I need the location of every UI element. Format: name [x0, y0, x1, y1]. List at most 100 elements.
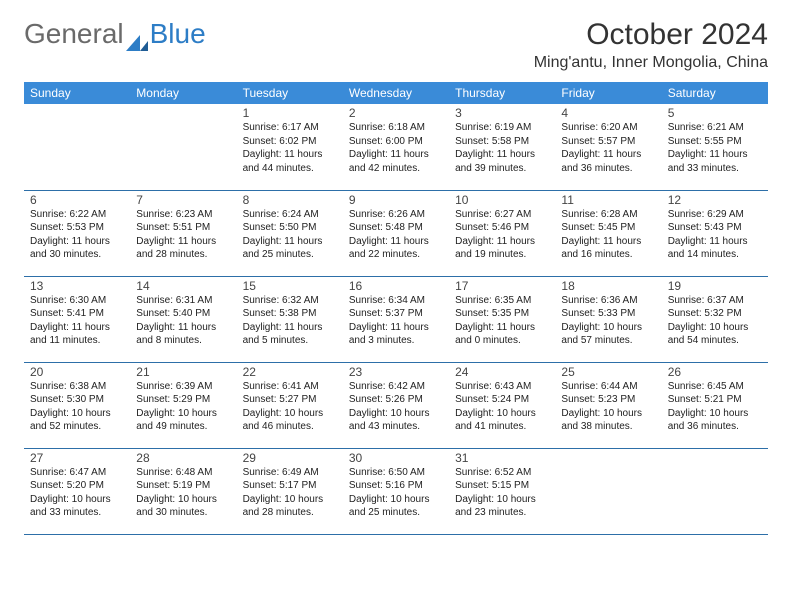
day-info: Sunrise: 6:28 AMSunset: 5:45 PMDaylight:…: [561, 208, 655, 262]
day-number: 8: [243, 193, 337, 207]
calendar-empty-cell: [555, 448, 661, 534]
day-number: 20: [30, 365, 124, 379]
day-info: Sunrise: 6:52 AMSunset: 5:15 PMDaylight:…: [455, 466, 549, 520]
weekday-header: Monday: [130, 82, 236, 104]
day-info: Sunrise: 6:47 AMSunset: 5:20 PMDaylight:…: [30, 466, 124, 520]
day-number: 24: [455, 365, 549, 379]
day-info: Sunrise: 6:38 AMSunset: 5:30 PMDaylight:…: [30, 380, 124, 434]
day-number: 31: [455, 451, 549, 465]
calendar-day-cell: 8Sunrise: 6:24 AMSunset: 5:50 PMDaylight…: [237, 190, 343, 276]
calendar-day-cell: 13Sunrise: 6:30 AMSunset: 5:41 PMDayligh…: [24, 276, 130, 362]
day-info: Sunrise: 6:39 AMSunset: 5:29 PMDaylight:…: [136, 380, 230, 434]
day-info: Sunrise: 6:29 AMSunset: 5:43 PMDaylight:…: [668, 208, 762, 262]
calendar-day-cell: 5Sunrise: 6:21 AMSunset: 5:55 PMDaylight…: [662, 104, 768, 190]
calendar-day-cell: 30Sunrise: 6:50 AMSunset: 5:16 PMDayligh…: [343, 448, 449, 534]
calendar-day-cell: 19Sunrise: 6:37 AMSunset: 5:32 PMDayligh…: [662, 276, 768, 362]
logo-text-blue: Blue: [150, 18, 206, 50]
day-number: 23: [349, 365, 443, 379]
day-number: 19: [668, 279, 762, 293]
day-info: Sunrise: 6:36 AMSunset: 5:33 PMDaylight:…: [561, 294, 655, 348]
calendar-day-cell: 12Sunrise: 6:29 AMSunset: 5:43 PMDayligh…: [662, 190, 768, 276]
day-number: 5: [668, 106, 762, 120]
day-info: Sunrise: 6:50 AMSunset: 5:16 PMDaylight:…: [349, 466, 443, 520]
day-number: 25: [561, 365, 655, 379]
day-number: 18: [561, 279, 655, 293]
day-number: 13: [30, 279, 124, 293]
day-number: 29: [243, 451, 337, 465]
calendar-day-cell: 24Sunrise: 6:43 AMSunset: 5:24 PMDayligh…: [449, 362, 555, 448]
calendar-day-cell: 18Sunrise: 6:36 AMSunset: 5:33 PMDayligh…: [555, 276, 661, 362]
day-info: Sunrise: 6:26 AMSunset: 5:48 PMDaylight:…: [349, 208, 443, 262]
logo: General Blue: [24, 18, 206, 50]
day-info: Sunrise: 6:30 AMSunset: 5:41 PMDaylight:…: [30, 294, 124, 348]
weekday-header: Tuesday: [237, 82, 343, 104]
day-number: 1: [243, 106, 337, 120]
calendar-row: 1Sunrise: 6:17 AMSunset: 6:02 PMDaylight…: [24, 104, 768, 190]
day-number: 12: [668, 193, 762, 207]
calendar-row: 6Sunrise: 6:22 AMSunset: 5:53 PMDaylight…: [24, 190, 768, 276]
day-number: 6: [30, 193, 124, 207]
calendar-day-cell: 11Sunrise: 6:28 AMSunset: 5:45 PMDayligh…: [555, 190, 661, 276]
day-number: 26: [668, 365, 762, 379]
calendar-day-cell: 21Sunrise: 6:39 AMSunset: 5:29 PMDayligh…: [130, 362, 236, 448]
calendar-day-cell: 28Sunrise: 6:48 AMSunset: 5:19 PMDayligh…: [130, 448, 236, 534]
day-number: 14: [136, 279, 230, 293]
calendar-empty-cell: [130, 104, 236, 190]
weekday-header: Wednesday: [343, 82, 449, 104]
day-info: Sunrise: 6:21 AMSunset: 5:55 PMDaylight:…: [668, 121, 762, 175]
calendar-empty-cell: [662, 448, 768, 534]
page-title: October 2024: [534, 18, 768, 52]
calendar-day-cell: 7Sunrise: 6:23 AMSunset: 5:51 PMDaylight…: [130, 190, 236, 276]
day-number: 4: [561, 106, 655, 120]
day-info: Sunrise: 6:24 AMSunset: 5:50 PMDaylight:…: [243, 208, 337, 262]
calendar-day-cell: 25Sunrise: 6:44 AMSunset: 5:23 PMDayligh…: [555, 362, 661, 448]
day-number: 17: [455, 279, 549, 293]
day-info: Sunrise: 6:44 AMSunset: 5:23 PMDaylight:…: [561, 380, 655, 434]
day-number: 16: [349, 279, 443, 293]
header: General Blue October 2024 Ming'antu, Inn…: [24, 18, 768, 78]
calendar-day-cell: 1Sunrise: 6:17 AMSunset: 6:02 PMDaylight…: [237, 104, 343, 190]
logo-mark-icon: [126, 26, 148, 42]
day-number: 11: [561, 193, 655, 207]
calendar-row: 27Sunrise: 6:47 AMSunset: 5:20 PMDayligh…: [24, 448, 768, 534]
day-number: 22: [243, 365, 337, 379]
day-info: Sunrise: 6:27 AMSunset: 5:46 PMDaylight:…: [455, 208, 549, 262]
calendar-day-cell: 26Sunrise: 6:45 AMSunset: 5:21 PMDayligh…: [662, 362, 768, 448]
calendar-body: 1Sunrise: 6:17 AMSunset: 6:02 PMDaylight…: [24, 104, 768, 534]
day-number: 28: [136, 451, 230, 465]
calendar-day-cell: 4Sunrise: 6:20 AMSunset: 5:57 PMDaylight…: [555, 104, 661, 190]
calendar-empty-cell: [24, 104, 130, 190]
day-info: Sunrise: 6:17 AMSunset: 6:02 PMDaylight:…: [243, 121, 337, 175]
calendar-row: 20Sunrise: 6:38 AMSunset: 5:30 PMDayligh…: [24, 362, 768, 448]
day-info: Sunrise: 6:22 AMSunset: 5:53 PMDaylight:…: [30, 208, 124, 262]
title-block: October 2024 Ming'antu, Inner Mongolia, …: [534, 18, 768, 78]
day-info: Sunrise: 6:32 AMSunset: 5:38 PMDaylight:…: [243, 294, 337, 348]
day-info: Sunrise: 6:20 AMSunset: 5:57 PMDaylight:…: [561, 121, 655, 175]
day-number: 2: [349, 106, 443, 120]
day-info: Sunrise: 6:48 AMSunset: 5:19 PMDaylight:…: [136, 466, 230, 520]
day-info: Sunrise: 6:41 AMSunset: 5:27 PMDaylight:…: [243, 380, 337, 434]
day-info: Sunrise: 6:34 AMSunset: 5:37 PMDaylight:…: [349, 294, 443, 348]
day-info: Sunrise: 6:49 AMSunset: 5:17 PMDaylight:…: [243, 466, 337, 520]
day-info: Sunrise: 6:18 AMSunset: 6:00 PMDaylight:…: [349, 121, 443, 175]
day-number: 10: [455, 193, 549, 207]
calendar-day-cell: 3Sunrise: 6:19 AMSunset: 5:58 PMDaylight…: [449, 104, 555, 190]
day-number: 3: [455, 106, 549, 120]
calendar-day-cell: 27Sunrise: 6:47 AMSunset: 5:20 PMDayligh…: [24, 448, 130, 534]
day-number: 21: [136, 365, 230, 379]
calendar-day-cell: 20Sunrise: 6:38 AMSunset: 5:30 PMDayligh…: [24, 362, 130, 448]
calendar-table: SundayMondayTuesdayWednesdayThursdayFrid…: [24, 82, 768, 535]
weekday-header: Thursday: [449, 82, 555, 104]
calendar-day-cell: 14Sunrise: 6:31 AMSunset: 5:40 PMDayligh…: [130, 276, 236, 362]
day-info: Sunrise: 6:31 AMSunset: 5:40 PMDaylight:…: [136, 294, 230, 348]
calendar-header-row: SundayMondayTuesdayWednesdayThursdayFrid…: [24, 82, 768, 104]
weekday-header: Sunday: [24, 82, 130, 104]
calendar-day-cell: 17Sunrise: 6:35 AMSunset: 5:35 PMDayligh…: [449, 276, 555, 362]
calendar-day-cell: 22Sunrise: 6:41 AMSunset: 5:27 PMDayligh…: [237, 362, 343, 448]
calendar-day-cell: 31Sunrise: 6:52 AMSunset: 5:15 PMDayligh…: [449, 448, 555, 534]
calendar-day-cell: 23Sunrise: 6:42 AMSunset: 5:26 PMDayligh…: [343, 362, 449, 448]
calendar-day-cell: 16Sunrise: 6:34 AMSunset: 5:37 PMDayligh…: [343, 276, 449, 362]
day-number: 30: [349, 451, 443, 465]
day-number: 9: [349, 193, 443, 207]
day-info: Sunrise: 6:35 AMSunset: 5:35 PMDaylight:…: [455, 294, 549, 348]
